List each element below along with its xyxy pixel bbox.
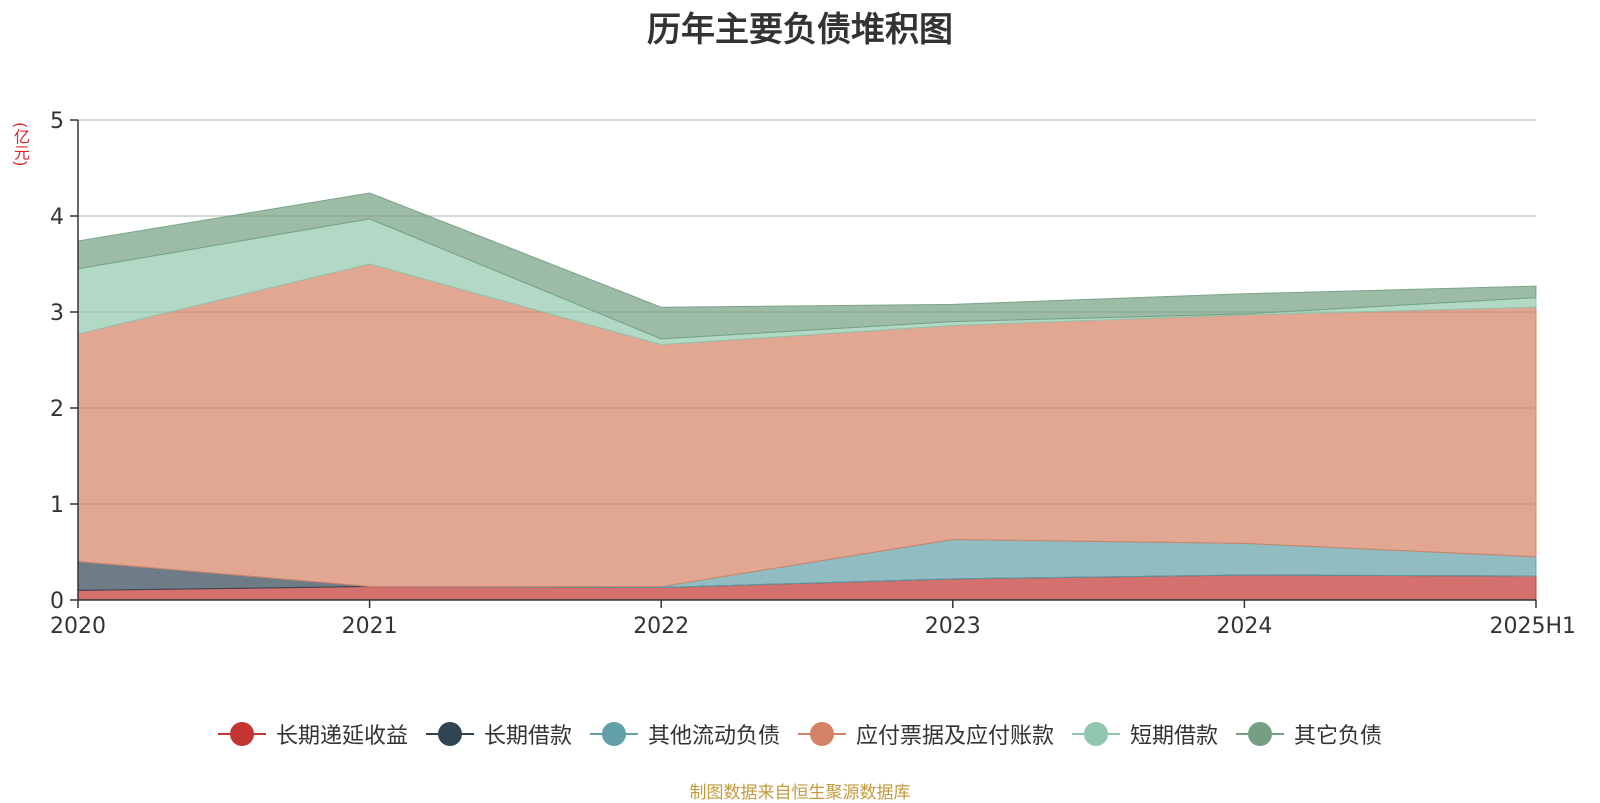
y-tick-label: 5 [50,109,64,134]
legend-label: 长期借款 [483,724,572,749]
x-tick-label: 2024 [1216,614,1272,639]
y-tick-label: 1 [50,493,64,518]
legend-dot [601,722,626,746]
chart-title: 历年主要负债堆积图 [647,10,953,50]
tick-labels: 0 1 2 3 4 5 2020 2021 2022 2023 2024 2025H1 [50,109,1576,639]
x-tick-label: 2020 [50,614,106,639]
legend-item[interactable]: 其他流动负债 [589,718,780,750]
area-series-6 [77,192,1537,340]
legend-dot [1248,722,1273,746]
y-tick-label: 3 [50,301,64,326]
legend-dot [1084,722,1109,746]
legend-marker-icon [425,722,474,746]
x-tick-label: 2025H1 [1489,614,1576,639]
legend-label: 长期递延收益 [275,724,408,749]
legend-marker-icon [1236,722,1285,746]
legend: 长期递延收益 长期借款 其他流动负债 应付票据及应付账款 短期借款 其它负债 [0,718,1600,750]
source-note: 制图数据来自恒生聚源数据库 [689,783,911,803]
legend-dot [437,722,462,746]
x-tick-label: 2021 [342,614,398,639]
legend-label: 其它负债 [1294,724,1383,749]
legend-marker-icon [1072,722,1121,746]
y-tick-label: 4 [50,205,64,230]
legend-dot [229,722,254,746]
legend-item[interactable]: 长期递延收益 [217,718,408,750]
legend-item[interactable]: 其它负债 [1236,718,1382,750]
legend-label: 应付票据及应付账款 [856,724,1055,749]
legend-label: 其他流动负债 [647,724,780,749]
axes [70,119,1537,608]
legend-dot [810,722,834,746]
y-tick-label: 0 [50,589,64,614]
y-axis-unit-label: (亿元) [11,122,30,167]
legend-item[interactable]: 应付票据及应付账款 [798,718,1054,750]
y-tick-label: 2 [50,397,64,422]
x-tick-label: 2022 [633,614,689,639]
legend-item[interactable]: 短期借款 [1072,718,1218,750]
legend-marker-icon [217,722,266,746]
stacked-area-chart: 0 1 2 3 4 5 2020 2021 2022 2023 2024 2025H1 [50,109,1576,639]
legend-marker-icon [589,722,638,746]
area-series-layer [77,192,1537,601]
legend-label: 短期借款 [1130,724,1219,749]
x-tick-label: 2023 [925,614,981,639]
legend-item[interactable]: 长期借款 [425,718,572,750]
legend-marker-icon [798,722,846,746]
